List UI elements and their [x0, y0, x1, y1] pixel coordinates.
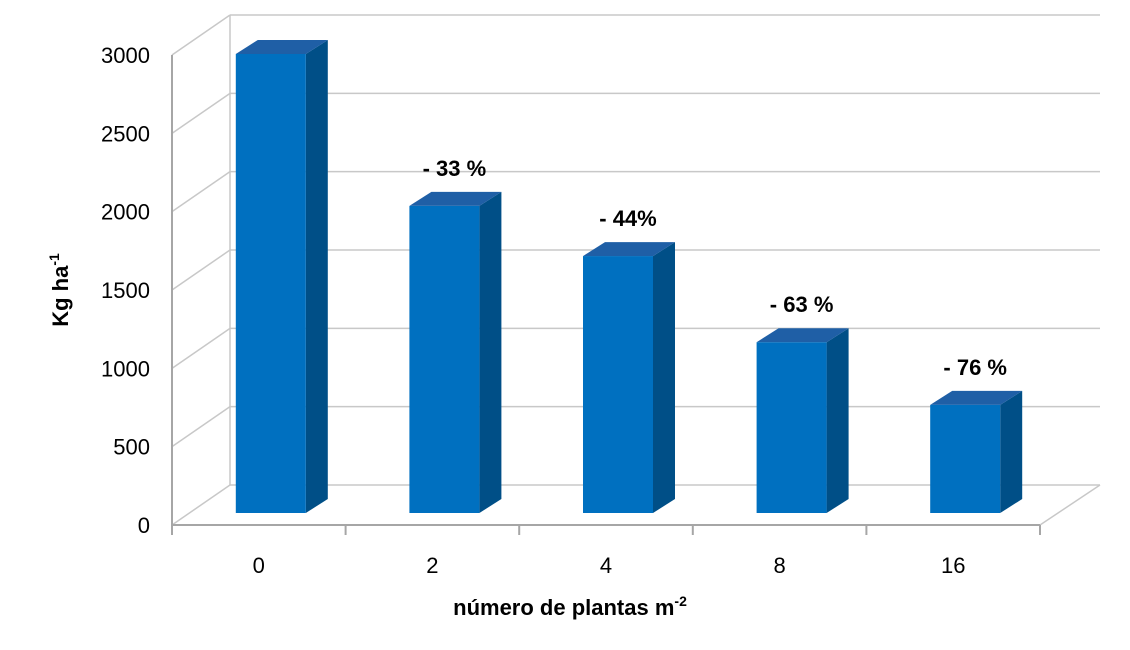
- axes: [171, 55, 1041, 535]
- bar: [409, 191, 502, 513]
- bar-side: [1000, 390, 1023, 513]
- bar-top: [409, 191, 502, 206]
- x-tick-label: 16: [941, 553, 965, 578]
- side-wall-gridline: [171, 327, 231, 369]
- bar: [930, 390, 1023, 513]
- y-tick-label: 3000: [101, 43, 150, 68]
- y-tick-label: 2500: [101, 121, 150, 146]
- y-axis-title-main: Kg ha: [48, 265, 73, 327]
- y-tick-label: 2000: [101, 200, 150, 225]
- bar-front: [409, 205, 480, 513]
- floor-edge: [1039, 484, 1101, 526]
- data-label: - 76 %: [943, 355, 1007, 380]
- side-wall-gridline: [171, 171, 231, 213]
- bar-front: [756, 342, 827, 513]
- y-tick-labels: 0 500 1000 1500 2000 2500 3000: [101, 43, 150, 538]
- bar-top: [756, 328, 849, 343]
- x-tick-label: 2: [426, 553, 438, 578]
- side-wall-gridline: [171, 92, 231, 134]
- data-label: - 63 %: [770, 292, 834, 317]
- bar-top: [235, 39, 328, 54]
- bar-side: [826, 328, 849, 513]
- x-axis-title: número de plantas m-2: [453, 593, 687, 620]
- y-tick-label: 1500: [101, 278, 150, 303]
- bar-side: [479, 191, 502, 513]
- y-axis-title: Kg ha-1: [46, 253, 73, 327]
- bar-side: [653, 242, 675, 514]
- x-tick-labels: 0 2 4 8 16: [253, 553, 966, 578]
- y-tick-label: 0: [138, 513, 150, 538]
- bar-top: [930, 390, 1023, 405]
- bar-front: [583, 256, 653, 513]
- y-axis-title-superscript: -1: [46, 253, 62, 266]
- bar: [583, 242, 675, 514]
- side-wall-gridline: [171, 14, 231, 56]
- y-tick-label: 1000: [101, 356, 150, 381]
- side-wall-gridline: [171, 484, 231, 526]
- side-wall-gridline: [171, 249, 231, 291]
- data-label: - 33 %: [423, 156, 487, 181]
- bar: [235, 39, 328, 513]
- bar-front: [930, 404, 1001, 513]
- bar-top: [583, 242, 675, 257]
- bar-front: [235, 53, 306, 513]
- data-labels: - 33 % - 44% - 63 % - 76 %: [423, 156, 1007, 380]
- side-wall-gridline: [171, 406, 231, 448]
- bar: [756, 328, 849, 513]
- x-axis-title-superscript: -2: [674, 593, 687, 609]
- x-tick-label: 4: [600, 553, 612, 578]
- bar-side: [305, 39, 328, 513]
- x-tick-label: 0: [253, 553, 265, 578]
- data-label: - 44%: [599, 206, 656, 231]
- x-axis-title-main: número de plantas m: [453, 595, 674, 620]
- y-tick-label: 500: [113, 435, 150, 460]
- x-tick-label: 8: [773, 553, 785, 578]
- bars: [235, 39, 1023, 514]
